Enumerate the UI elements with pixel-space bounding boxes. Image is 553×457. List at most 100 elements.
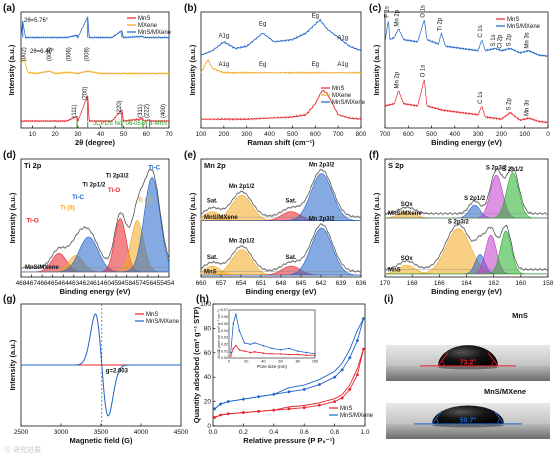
panel-label: (e) xyxy=(184,150,196,161)
y-axis-label: Intensity (a.u.) xyxy=(8,192,17,243)
x-tick-label: 3500 xyxy=(94,429,109,436)
spectrum-title: Mn 2p xyxy=(204,161,226,170)
xps-peak-label: S 1s xyxy=(491,34,497,46)
legend-entry: MnS xyxy=(332,86,344,92)
inset-y-tick-label: 0.01 xyxy=(221,349,228,353)
raman-mode-label: Eg xyxy=(312,62,319,68)
xps-peak-label: Mn 3s xyxy=(525,32,531,48)
x-tick-label: 459 xyxy=(111,280,122,287)
raman-mode-label: A1g xyxy=(219,33,230,39)
x-tick-label: 461 xyxy=(90,280,101,287)
panel-label: (b) xyxy=(184,3,197,14)
fit-envelope xyxy=(384,167,548,214)
xps-peak-label: Cl 2p xyxy=(498,34,504,49)
isotherm-point xyxy=(287,407,291,411)
tangent-line xyxy=(487,352,499,367)
xrd-pattern xyxy=(20,16,170,40)
inset-x-tick-label: 80 xyxy=(296,360,300,364)
y-tick-label: 80 xyxy=(204,325,212,332)
isotherm-point xyxy=(317,382,322,387)
inset-point xyxy=(235,313,237,315)
raman-mode-label: A1g xyxy=(219,62,230,68)
angle-arc xyxy=(497,418,501,424)
component-label: Mn 2p3/2 xyxy=(309,162,335,168)
legend-entry: MnS/MXene xyxy=(507,24,541,30)
hkl-label: (111) xyxy=(72,104,78,117)
sample-label: MnS xyxy=(388,268,401,274)
isotherm-point xyxy=(340,396,344,400)
legend-entry: MnS xyxy=(146,312,158,318)
raman-mode-label: Eg xyxy=(259,21,266,27)
x-tick-label: 162 xyxy=(488,280,499,287)
fit-component xyxy=(385,230,548,275)
x-tick-label: 468 xyxy=(16,280,27,287)
inset-y-tick-label: 0.04 xyxy=(221,329,228,333)
inset-point xyxy=(279,353,282,355)
inset-point xyxy=(243,350,246,352)
inset-series xyxy=(230,314,316,355)
xps-peak-label: Ti 2p xyxy=(437,17,443,31)
x-tick-label: 700 xyxy=(380,131,391,138)
inset-point xyxy=(238,329,241,332)
inset-y-tick-label: 0.05 xyxy=(221,322,228,326)
fit-component xyxy=(21,177,170,273)
component-label: Ti 2p3/2 xyxy=(106,172,129,179)
component-label: S 2p3/2 xyxy=(448,219,470,225)
y-tick-label: 60 xyxy=(204,350,212,357)
fit-envelope xyxy=(200,169,362,218)
x-tick-label: 200 xyxy=(496,131,507,138)
component-label: Mn 2p1/2 xyxy=(229,239,255,245)
x-tick-label: 10 xyxy=(29,131,37,138)
isotherm-point xyxy=(355,338,360,343)
isotherm-point xyxy=(348,355,352,360)
x-axis-label: Magnetic field (G) xyxy=(70,436,133,445)
x-tick-label: 0.8 xyxy=(330,429,339,436)
plot-frame xyxy=(200,11,362,129)
x-tick-label: 30 xyxy=(74,131,82,138)
component-label: SOx xyxy=(401,256,414,262)
xps-survey xyxy=(384,79,549,124)
xps-peak-label: O 1s xyxy=(420,65,426,78)
panel-label: (d) xyxy=(3,150,16,161)
isotherm-point xyxy=(219,413,223,417)
x-tick-label: 654 xyxy=(236,280,247,287)
fit-envelope xyxy=(200,224,362,272)
x-tick-label: 1.0 xyxy=(360,429,369,436)
x-tick-label: 0.2 xyxy=(239,429,248,436)
inset-frame xyxy=(228,309,316,359)
inset-point xyxy=(254,342,256,344)
inset-y-tick-label: 0.02 xyxy=(221,342,228,346)
x-tick-label: 60 xyxy=(143,131,151,138)
raw-spectrum xyxy=(384,165,549,216)
inset-x-tick-label: 0 xyxy=(228,360,230,364)
hkl-label: (222) xyxy=(145,104,151,118)
component-label: SOx xyxy=(401,202,414,208)
angle-arc xyxy=(441,360,445,366)
x-tick-label: 465 xyxy=(47,280,58,287)
isotherm-point xyxy=(242,411,245,414)
inset-point xyxy=(232,322,235,325)
x-tick-label: 455 xyxy=(153,280,164,287)
x-tick-label: 50 xyxy=(120,131,128,138)
isotherm-point xyxy=(340,368,344,372)
y-tick-label: 40 xyxy=(204,374,212,381)
angle-arc xyxy=(435,418,439,424)
legend-entry: MnS/MXene xyxy=(340,413,374,419)
component-label: Ti-O xyxy=(26,218,38,225)
inset-point xyxy=(288,353,291,356)
y-tick-label: 0 xyxy=(207,423,211,430)
xps-peak-label: C 1s xyxy=(478,92,484,104)
legend-entry: MnS xyxy=(340,406,352,412)
x-tick-label: 466 xyxy=(37,280,48,287)
isotherm-point xyxy=(318,403,321,407)
x-tick-label: 657 xyxy=(216,280,227,287)
water-droplet xyxy=(438,345,498,366)
x-tick-label: 457 xyxy=(132,280,143,287)
sample-label: MnS xyxy=(204,269,217,275)
x-tick-label: 462 xyxy=(79,280,90,287)
x-tick-label: 500 xyxy=(426,131,437,138)
inset-point xyxy=(271,353,273,355)
x-tick-label: 2500 xyxy=(14,429,29,436)
x-tick-label: 200 xyxy=(218,131,229,138)
y-axis-label: Intensity (a.u.) xyxy=(188,192,197,243)
